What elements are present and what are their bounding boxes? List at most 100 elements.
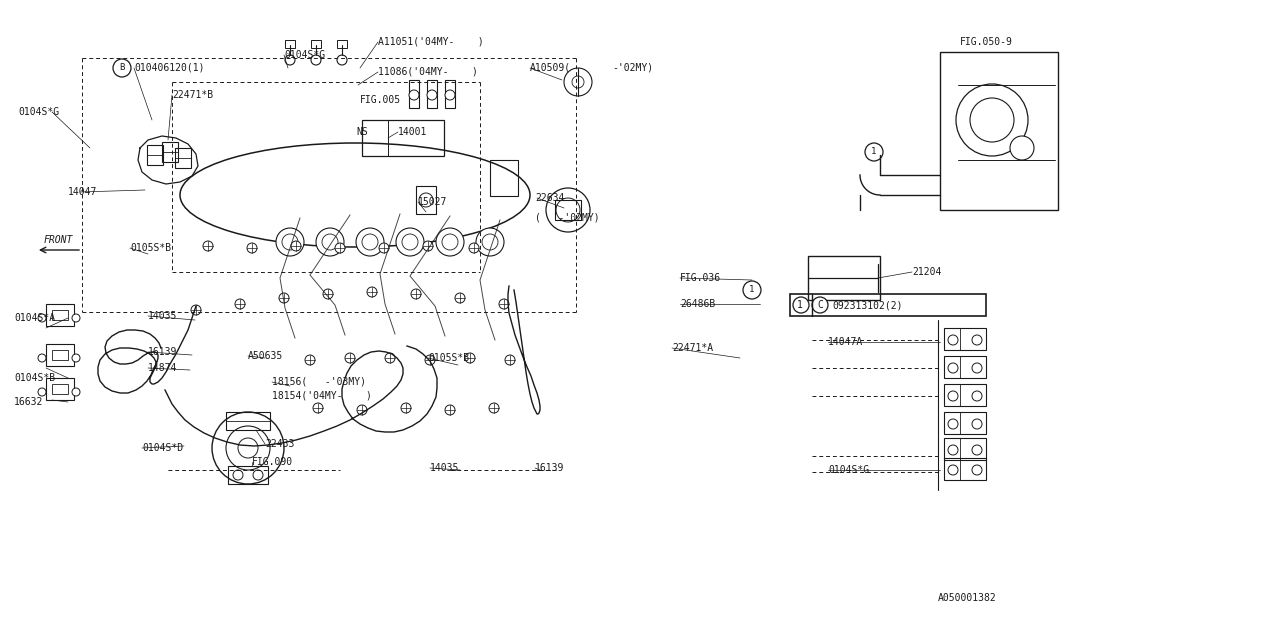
Text: 18156(   -'03MY): 18156( -'03MY) (273, 377, 366, 387)
Circle shape (972, 445, 982, 455)
Circle shape (356, 228, 384, 256)
Circle shape (38, 354, 46, 362)
Circle shape (346, 353, 355, 363)
Text: 0104S*G: 0104S*G (284, 50, 325, 60)
Circle shape (323, 234, 338, 250)
Circle shape (247, 243, 257, 253)
Circle shape (445, 405, 454, 415)
Circle shape (794, 297, 809, 313)
Circle shape (335, 243, 346, 253)
Circle shape (279, 293, 289, 303)
Text: 22433: 22433 (265, 439, 294, 449)
Text: 0104S*G: 0104S*G (18, 107, 59, 117)
Circle shape (972, 419, 982, 429)
Circle shape (489, 403, 499, 413)
Bar (945, 356, 986, 378)
Text: 1: 1 (749, 285, 755, 294)
Text: 18154('04MY-    ): 18154('04MY- ) (273, 391, 372, 401)
Circle shape (499, 299, 509, 309)
Text: 14001: 14001 (398, 127, 428, 137)
Text: 22634: 22634 (535, 193, 564, 203)
Bar (311, 40, 321, 48)
Circle shape (337, 55, 347, 65)
Text: FRONT: FRONT (44, 235, 73, 245)
Text: 22471*A: 22471*A (672, 343, 713, 353)
Bar (46, 304, 74, 326)
Circle shape (742, 281, 762, 299)
Circle shape (442, 234, 458, 250)
Text: 14035: 14035 (430, 463, 460, 473)
Text: 0104S*B: 0104S*B (14, 373, 55, 383)
Bar (147, 145, 163, 165)
Circle shape (972, 335, 982, 345)
Circle shape (227, 426, 270, 470)
Bar (362, 120, 444, 156)
Circle shape (948, 419, 957, 429)
Circle shape (385, 353, 396, 363)
Bar (337, 40, 347, 48)
Circle shape (948, 363, 957, 373)
Bar (945, 328, 986, 350)
Circle shape (428, 90, 436, 100)
Bar (52, 384, 68, 394)
Circle shape (948, 335, 957, 345)
Circle shape (291, 241, 301, 251)
Text: B: B (119, 63, 124, 72)
Text: 010406120(1): 010406120(1) (134, 63, 205, 73)
Bar (228, 466, 268, 484)
Circle shape (425, 355, 435, 365)
Circle shape (948, 391, 957, 401)
Circle shape (948, 445, 957, 455)
Text: A50635: A50635 (248, 351, 283, 361)
Circle shape (191, 305, 201, 315)
Bar (52, 310, 68, 320)
Circle shape (276, 228, 305, 256)
Circle shape (468, 243, 479, 253)
Circle shape (72, 314, 79, 322)
Circle shape (812, 297, 828, 313)
Circle shape (956, 84, 1028, 156)
Text: FIG.036: FIG.036 (680, 273, 721, 283)
Circle shape (253, 470, 262, 480)
Circle shape (948, 465, 957, 475)
Text: 22471*B: 22471*B (172, 90, 214, 100)
Circle shape (323, 289, 333, 299)
Circle shape (410, 90, 419, 100)
Bar (416, 186, 436, 214)
Circle shape (465, 353, 475, 363)
Circle shape (38, 314, 46, 322)
Circle shape (476, 228, 504, 256)
Text: 21204: 21204 (911, 267, 941, 277)
Text: 14035: 14035 (148, 311, 178, 321)
Text: 14874: 14874 (148, 363, 178, 373)
Circle shape (454, 293, 465, 303)
Circle shape (572, 76, 584, 88)
Text: FIG.090: FIG.090 (252, 457, 293, 467)
Text: C: C (817, 300, 823, 310)
Circle shape (411, 289, 421, 299)
Text: (   -'02MY): ( -'02MY) (535, 213, 599, 223)
Bar (790, 294, 986, 316)
Circle shape (238, 438, 259, 458)
Text: 092313102(2): 092313102(2) (832, 300, 902, 310)
Circle shape (362, 234, 378, 250)
Text: FIG.005: FIG.005 (360, 95, 401, 105)
Bar (163, 142, 178, 162)
Circle shape (212, 412, 284, 484)
Bar (945, 458, 986, 480)
Circle shape (285, 55, 294, 65)
Text: 1: 1 (797, 300, 803, 310)
Text: 14047: 14047 (68, 187, 97, 197)
Bar (175, 148, 191, 168)
Circle shape (564, 68, 591, 96)
Circle shape (422, 241, 433, 251)
Text: 0104S*D: 0104S*D (142, 443, 183, 453)
Bar (410, 80, 419, 108)
Text: 0104S*A: 0104S*A (14, 313, 55, 323)
Text: 1: 1 (872, 147, 877, 157)
Circle shape (402, 234, 419, 250)
Circle shape (865, 143, 883, 161)
Text: 16139: 16139 (148, 347, 178, 357)
Text: -'02MY): -'02MY) (612, 63, 653, 73)
Bar (445, 80, 454, 108)
